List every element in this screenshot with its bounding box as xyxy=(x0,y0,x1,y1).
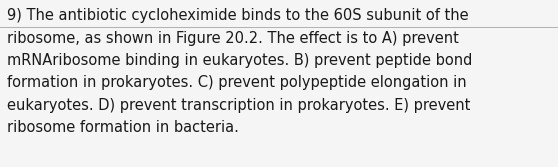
Text: 9) The antibiotic cycloheximide binds to the 60S subunit of the: 9) The antibiotic cycloheximide binds to… xyxy=(7,8,469,23)
Text: ribosome, as shown in Figure 20.2. The effect is to A) prevent: ribosome, as shown in Figure 20.2. The e… xyxy=(7,31,459,45)
Text: eukaryotes. D) prevent transcription in prokaryotes. E) prevent: eukaryotes. D) prevent transcription in … xyxy=(7,98,470,113)
Text: mRNAribosome binding in eukaryotes. B) prevent peptide bond: mRNAribosome binding in eukaryotes. B) p… xyxy=(7,53,473,68)
Text: ribosome formation in bacteria.: ribosome formation in bacteria. xyxy=(7,121,239,135)
Text: formation in prokaryotes. C) prevent polypeptide elongation in: formation in prokaryotes. C) prevent pol… xyxy=(7,75,466,91)
